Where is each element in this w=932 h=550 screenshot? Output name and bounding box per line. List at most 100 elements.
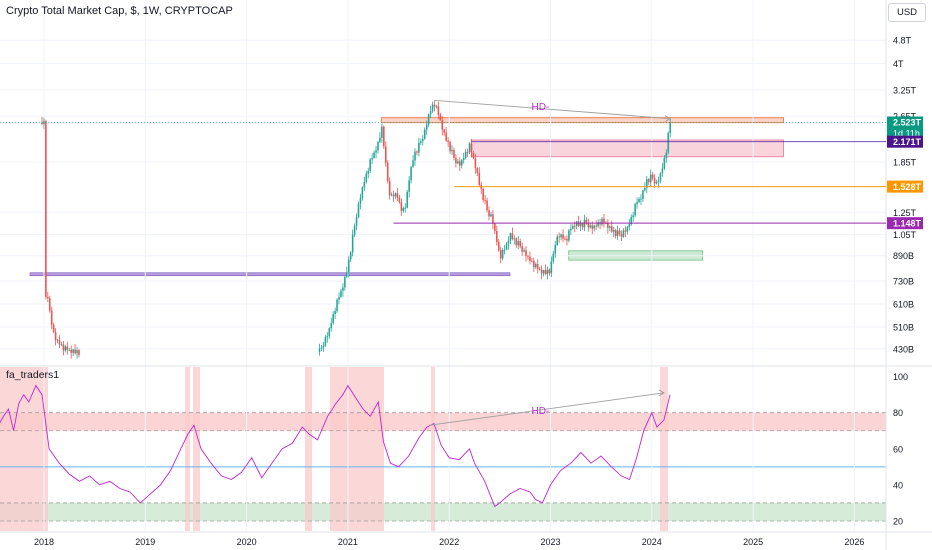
candle-body	[363, 181, 366, 188]
candle-body	[612, 229, 615, 232]
candle-body	[525, 250, 527, 257]
candle-body	[78, 350, 80, 355]
candle-body	[346, 272, 348, 277]
candle-body	[464, 151, 467, 158]
time-tick-label: 2021	[338, 537, 358, 547]
signal-stripe	[330, 367, 378, 531]
overlays: HD- HD-	[0, 99, 886, 426]
candle-body	[58, 340, 61, 345]
candle-body	[373, 152, 375, 158]
candle-body	[388, 181, 391, 196]
candle-body	[562, 234, 564, 239]
candle-body	[449, 141, 451, 152]
candle-body	[398, 197, 401, 203]
candle-body	[667, 132, 670, 153]
price-badge-countdown: 1d 11h	[893, 128, 920, 138]
signal-stripe	[305, 367, 312, 531]
candle-body	[552, 253, 555, 262]
price-badge-label: 2.523T	[893, 117, 922, 127]
price-divergence-label: HD-	[531, 102, 549, 113]
oscillator-axis: 100 80 60 40 20	[893, 372, 908, 526]
candle-body	[663, 157, 666, 169]
candle-body	[494, 223, 496, 232]
candle-body	[618, 230, 621, 235]
price-tick-label: 430B	[893, 344, 914, 354]
candle-body	[507, 240, 510, 244]
candle-body	[595, 225, 597, 227]
candle-body	[573, 225, 576, 227]
candle-body	[344, 276, 346, 288]
time-axis: 2018 2019 2020 2021 2022 2023 2024 2025 2026	[34, 537, 864, 547]
candle-body	[661, 168, 664, 174]
candle-body	[540, 269, 543, 274]
price-axis: 4.8T4T3.25T2.65T1.85T1.25T1.05T890B730B6…	[887, 36, 923, 354]
candle-body	[50, 310, 53, 325]
candle-body	[74, 349, 76, 354]
currency-button[interactable]: USD	[888, 3, 926, 22]
candle-body	[412, 160, 414, 167]
candle-body	[447, 140, 449, 142]
candle-body	[355, 217, 358, 226]
time-tick-label: 2019	[135, 537, 155, 547]
candle-body	[416, 151, 418, 153]
candle-body	[665, 152, 668, 158]
signal-stripe	[193, 367, 200, 531]
candle-body	[458, 161, 461, 166]
candle-body	[499, 250, 502, 259]
candle-body	[626, 226, 629, 232]
candle-body	[568, 230, 570, 241]
candle-body	[560, 234, 562, 238]
candle-body	[340, 290, 342, 298]
candle-body	[501, 249, 504, 259]
arrow-head	[658, 389, 665, 397]
candle-body	[357, 203, 360, 218]
candle-body	[64, 346, 67, 351]
candle-body	[589, 225, 592, 228]
candle-body	[476, 167, 479, 173]
candle-body	[392, 194, 395, 197]
price-badge	[887, 217, 923, 230]
candle-body	[597, 222, 599, 227]
candle-body	[657, 180, 660, 183]
candle-body	[496, 231, 498, 242]
time-tick-label: 2018	[34, 537, 54, 547]
candle-body	[466, 151, 469, 153]
candle-body	[386, 162, 389, 182]
candle-body	[45, 120, 47, 297]
candle-body	[579, 223, 582, 226]
candle-body	[390, 194, 393, 196]
candle-body	[66, 346, 69, 351]
price-badge-label: 1.528T	[893, 182, 922, 192]
candle-body	[472, 152, 475, 159]
candle-body	[54, 332, 57, 340]
time-tick-label: 2026	[844, 537, 864, 547]
candle-body	[478, 172, 481, 185]
candle-body	[70, 349, 72, 353]
candle-body	[62, 344, 65, 351]
candle-body	[509, 233, 512, 241]
price-tick-label: 1.25T	[893, 208, 917, 218]
candle-body	[455, 157, 457, 164]
candle-body	[324, 337, 327, 346]
candle-body	[614, 229, 617, 236]
candle-body	[420, 141, 422, 143]
candle-body	[437, 106, 440, 115]
candle-body	[453, 150, 455, 158]
candle-body	[542, 270, 545, 274]
candle-body	[433, 104, 436, 107]
arrow-head	[664, 115, 671, 123]
chart-title: Crypto Total Market Cap, $, 1W, CRYPTOCA…	[6, 5, 233, 17]
time-tick-label: 2023	[540, 537, 560, 547]
candle-body	[423, 129, 426, 139]
candle-body	[538, 268, 541, 270]
candle-body	[634, 204, 636, 216]
candle-body	[377, 141, 379, 151]
candle-body	[367, 171, 370, 174]
candle-body	[383, 126, 385, 147]
candle-body	[659, 173, 662, 181]
candle-body	[536, 263, 539, 269]
candle-body	[585, 219, 588, 223]
candle-body	[523, 250, 525, 252]
